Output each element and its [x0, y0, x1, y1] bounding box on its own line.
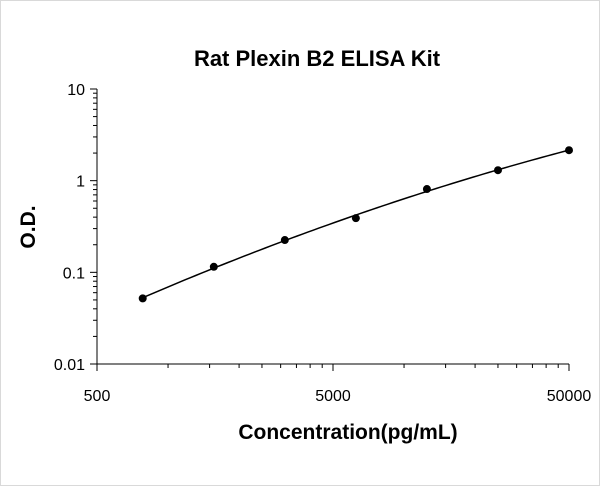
y-axis-title: O.D. [17, 205, 40, 248]
data-point [280, 236, 289, 245]
chart-title: Rat Plexin B2 ELISA Kit [194, 46, 441, 71]
x-tick-label: 500 [84, 388, 111, 405]
y-tick-label: 0.1 [63, 265, 85, 282]
y-ticks [90, 88, 97, 365]
data-point [209, 262, 218, 271]
y-tick-label: 0.01 [54, 357, 85, 374]
x-tick-label: 50000 [547, 388, 592, 405]
x-ticks [96, 364, 570, 371]
data-point [422, 185, 431, 194]
y-tick-label: 10 [67, 82, 85, 99]
x-axis-title: Concentration(pg/mL) [238, 421, 457, 444]
y-tick-label: 1 [76, 174, 85, 191]
x-tick-label: 5000 [315, 388, 351, 405]
data-point [565, 146, 573, 155]
data-point [493, 166, 502, 175]
data-points [138, 146, 573, 303]
data-point [138, 294, 147, 303]
y-tick-labels: 10 1 0.1 0.01 [54, 82, 85, 374]
fit-curve [142, 149, 570, 299]
data-point [351, 214, 360, 223]
x-tick-labels: 500 5000 50000 [84, 388, 592, 405]
